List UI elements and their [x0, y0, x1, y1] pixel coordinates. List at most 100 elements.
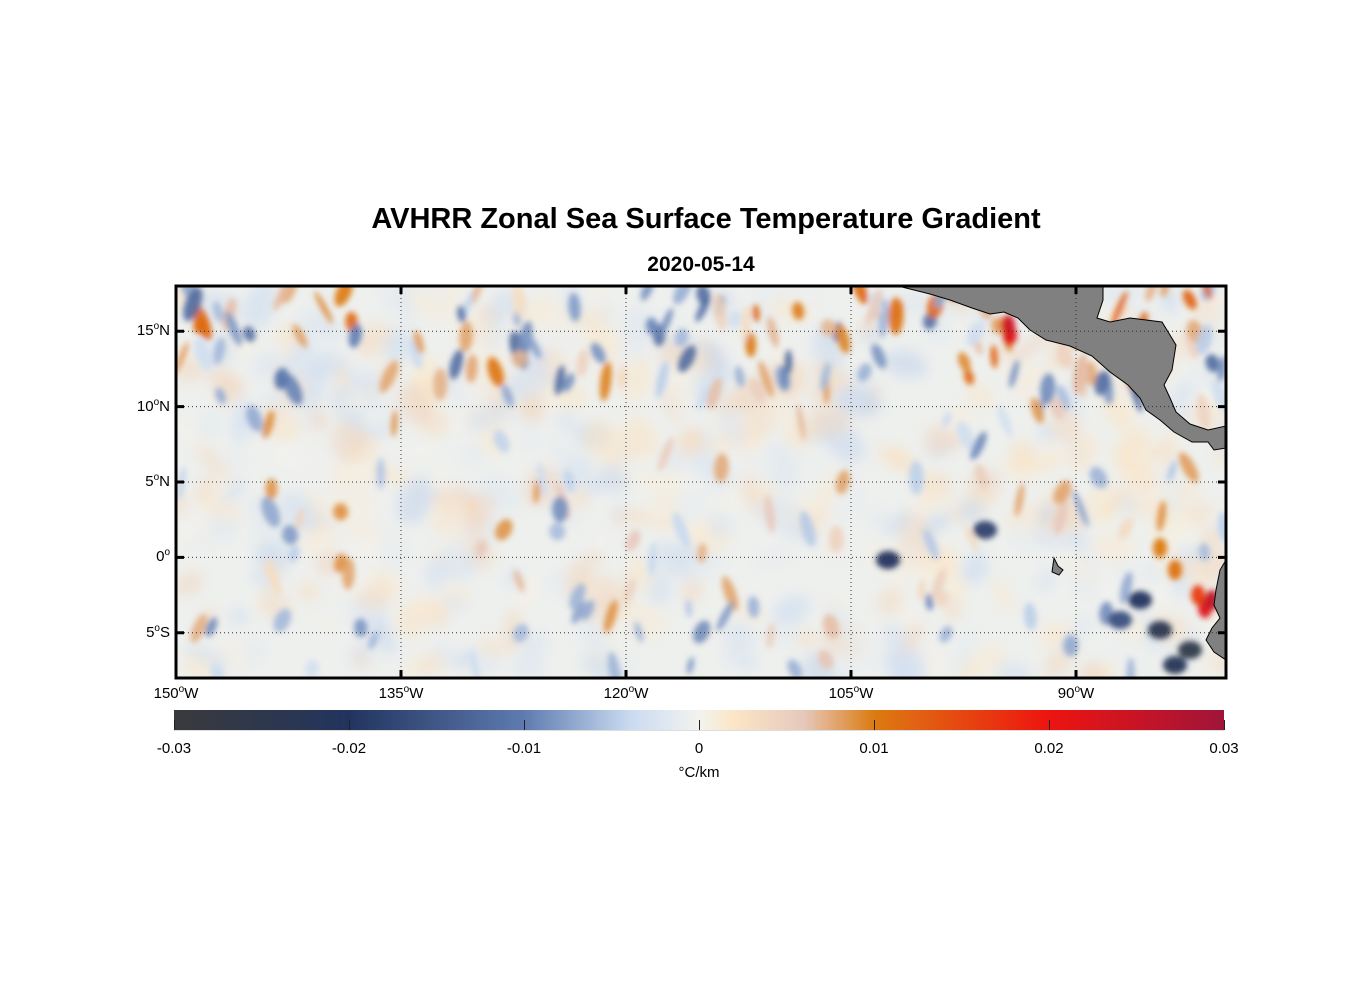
gradient-patch — [277, 324, 299, 354]
gradient-patch — [176, 491, 187, 518]
gradient-patch — [1078, 661, 1104, 678]
colorbar-tick-label: -0.03 — [156, 740, 192, 757]
gradient-eddy — [1145, 286, 1158, 302]
gradient-eddy — [512, 286, 526, 317]
gradient-eddy — [1178, 452, 1199, 483]
gradient-eddy — [379, 360, 399, 393]
gradient-patch — [1145, 582, 1175, 622]
gradient-eddy — [562, 373, 575, 392]
gradient-eddy — [706, 377, 723, 409]
gradient-eddy — [888, 297, 904, 335]
gradient-eddy — [536, 463, 548, 497]
gradient-eddy — [1160, 286, 1169, 298]
gradient-patch — [645, 502, 678, 519]
gradient-eddy — [466, 497, 479, 516]
gradient-patch — [933, 548, 957, 572]
gradient-patch — [635, 472, 677, 495]
gradient-patch — [568, 620, 591, 640]
gradient-patch — [298, 527, 340, 556]
gradient-patch — [522, 424, 538, 454]
gradient-eddy — [569, 583, 586, 610]
gradient-patch — [437, 545, 479, 581]
gradient-eddy — [1166, 460, 1178, 482]
galapagos-islands — [1051, 556, 1064, 576]
gradient-eddy — [1217, 355, 1226, 382]
gradient-patch — [231, 397, 250, 445]
gradient-eddy — [672, 512, 690, 548]
gradient-eddy — [817, 649, 834, 670]
gradient-eddy — [657, 437, 674, 472]
gradient-eddy — [1217, 512, 1226, 543]
gradient-patch — [718, 407, 747, 451]
gradient-patch — [623, 356, 651, 404]
gradient-patch — [537, 577, 571, 601]
lat-tick-label: 10oN — [136, 396, 170, 415]
central-america-land — [897, 286, 1226, 451]
gradient-eddy — [659, 308, 674, 337]
gradient-front — [1001, 315, 1015, 335]
gradient-patch — [865, 506, 891, 529]
gradient-eddy — [634, 621, 644, 643]
colorbar-tick — [174, 720, 175, 730]
gradient-eddy — [749, 378, 766, 403]
gradient-eddy — [787, 659, 803, 678]
gradient-patch — [1014, 331, 1047, 363]
gradient-eddy — [314, 291, 334, 324]
gradient-eddy — [493, 429, 510, 453]
colorbar-tick — [349, 720, 350, 730]
gradient-eddy — [511, 350, 528, 368]
gradient-eddy — [784, 349, 793, 375]
colorbar-tick-label: 0.03 — [1209, 740, 1239, 757]
gradient-eddy — [673, 286, 692, 305]
gradient-eddy — [917, 578, 926, 601]
gradient-patch — [430, 465, 448, 489]
gradient-eddy — [828, 525, 844, 553]
gradient-patch — [200, 412, 220, 439]
gradient-patch — [835, 386, 883, 417]
gradient-patch — [568, 486, 590, 510]
gradient-eddy — [183, 287, 203, 322]
colorbar-tick-label: 0.01 — [859, 740, 889, 757]
gradient-eddy — [931, 568, 946, 601]
gradient-patch — [742, 406, 776, 439]
gradient-patch — [649, 575, 667, 602]
gradient-eddy — [348, 324, 362, 348]
gradient-patch — [796, 628, 817, 650]
sst-gradient-map — [174, 284, 1228, 680]
lon-tick-label: 135oW — [378, 684, 424, 702]
gradient-eddy — [305, 660, 319, 678]
gradient-eddy — [292, 324, 308, 348]
gradient-patch — [477, 637, 505, 658]
gradient-eddy — [779, 365, 789, 390]
gradient-front — [973, 521, 997, 539]
gradient-eddy — [367, 631, 379, 650]
gradient-patch — [882, 510, 913, 536]
gradient-eddy — [1073, 361, 1089, 394]
gradient-eddy — [262, 410, 275, 439]
gradient-eddy — [456, 305, 466, 323]
gradient-patch — [1013, 363, 1049, 403]
gradient-patch — [452, 412, 467, 436]
gradient-eddy — [1118, 517, 1134, 540]
gradient-patch — [1043, 647, 1072, 678]
gradient-eddy — [923, 529, 939, 560]
colorbar-tick — [1049, 720, 1050, 730]
gradient-eddy — [648, 541, 657, 577]
gradient-patch — [623, 415, 659, 461]
gradient-eddy — [678, 345, 696, 373]
gradient-patch — [1096, 560, 1118, 599]
gradient-patch — [242, 637, 267, 667]
gradient-eddy — [513, 569, 525, 593]
gradient-eddy — [225, 311, 242, 346]
gradient-eddy — [1195, 324, 1213, 355]
gradient-eddy — [1014, 483, 1025, 517]
gradient-eddy — [1183, 328, 1198, 360]
gradient-eddy — [1211, 380, 1226, 416]
gradient-eddy — [215, 387, 227, 405]
gradient-eddy — [282, 525, 299, 545]
gradient-eddy — [645, 317, 659, 335]
gradient-eddy — [590, 342, 606, 364]
gradient-patch — [331, 417, 367, 465]
gradient-patch — [619, 328, 648, 362]
gradient-eddy — [265, 478, 278, 500]
